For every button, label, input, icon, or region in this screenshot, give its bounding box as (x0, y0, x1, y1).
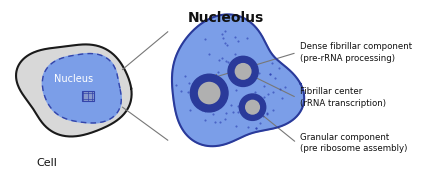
Circle shape (240, 94, 266, 120)
Text: Granular component
(pre ribosome assembly): Granular component (pre ribosome assembl… (300, 133, 407, 153)
Polygon shape (172, 14, 304, 146)
Text: Dense fibrillar component
(pre-rRNA processing): Dense fibrillar component (pre-rRNA proc… (300, 42, 412, 63)
Circle shape (235, 63, 252, 80)
Text: Nucleolus: Nucleolus (188, 11, 264, 25)
Text: Fibrillar center
(rRNA transcription): Fibrillar center (rRNA transcription) (300, 87, 386, 108)
Circle shape (198, 82, 221, 104)
Circle shape (190, 74, 228, 112)
Circle shape (245, 100, 260, 115)
Polygon shape (42, 54, 121, 123)
Text: Nucleus: Nucleus (54, 74, 93, 84)
Text: Cell: Cell (37, 158, 58, 168)
Polygon shape (16, 44, 132, 136)
Circle shape (228, 56, 258, 86)
FancyBboxPatch shape (82, 91, 94, 101)
